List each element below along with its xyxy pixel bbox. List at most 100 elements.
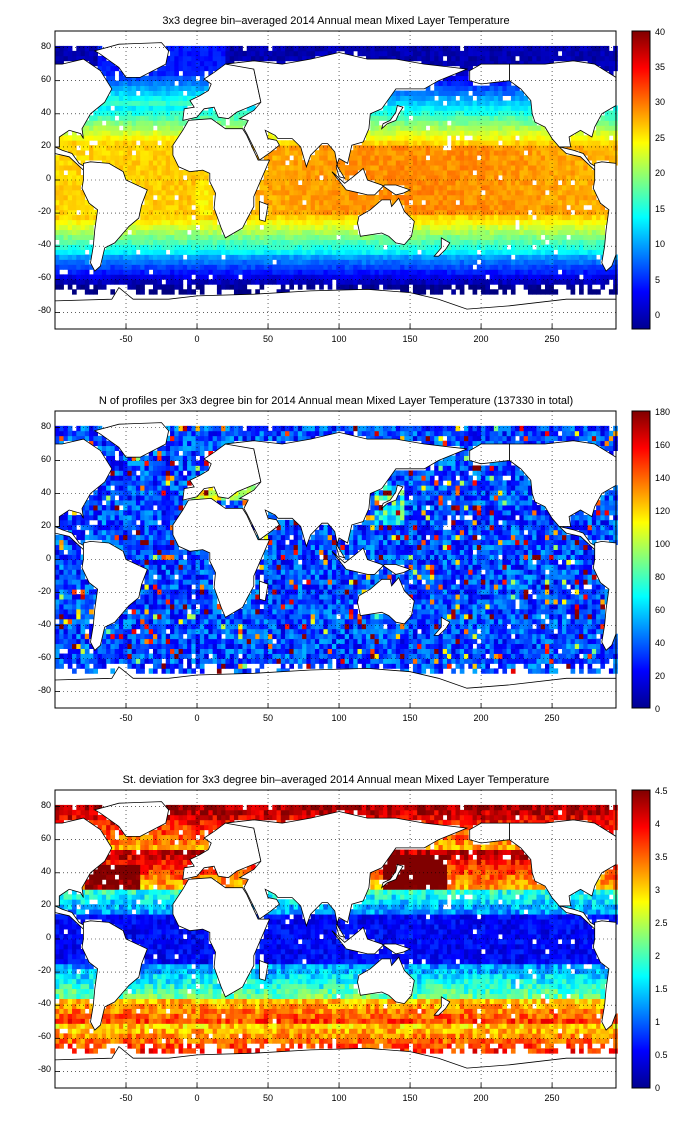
heatmap-cell [408, 125, 414, 131]
heatmap-cell [67, 224, 73, 231]
heatmap-cell [144, 214, 150, 221]
heatmap-cell [204, 60, 209, 67]
heatmap-cell [387, 249, 392, 255]
heatmap-cell [502, 130, 508, 136]
heatmap-cell [459, 224, 465, 231]
heatmap-cell [289, 204, 294, 211]
heatmap-cell [438, 55, 444, 62]
heatmap-cell [131, 279, 137, 285]
heatmap-cell [361, 244, 367, 250]
heatmap-cell [464, 150, 469, 156]
heatmap-cell [204, 175, 209, 181]
heatmap-cell [72, 264, 77, 270]
heatmap-cell [293, 224, 299, 231]
heatmap-cell [55, 628, 60, 635]
heatmap-cell [498, 155, 503, 161]
heatmap-cell [165, 65, 171, 72]
heatmap-cell [395, 274, 401, 280]
heatmap-cell [434, 100, 439, 106]
heatmap-cell [476, 274, 482, 280]
heatmap-cell [221, 249, 226, 255]
heatmap-cell [63, 584, 69, 590]
heatmap-cell [553, 259, 559, 265]
heatmap-cell [412, 140, 418, 146]
heatmap-cell [148, 274, 154, 280]
heatmap-cell [72, 180, 77, 186]
heatmap-cell [421, 115, 427, 121]
heatmap-cell [110, 628, 116, 635]
heatmap-cell [383, 269, 388, 275]
heatmap-cell [272, 249, 277, 255]
heatmap-cell [540, 55, 546, 62]
heatmap-cell [549, 175, 554, 181]
heatmap-cell [153, 259, 158, 265]
heatmap-cell [106, 658, 111, 664]
heatmap-cell [400, 279, 405, 285]
heatmap-cell [515, 269, 520, 275]
heatmap-cell [191, 289, 196, 295]
heatmap-cell [498, 50, 503, 57]
heatmap-cell [187, 289, 192, 295]
heatmap-cell [195, 244, 201, 250]
heatmap-cell [442, 209, 448, 216]
heatmap-cell [140, 269, 145, 275]
panel-1-grid [55, 31, 616, 329]
heatmap-cell [570, 45, 576, 52]
heatmap-cell [59, 209, 64, 216]
heatmap-cell [63, 204, 69, 211]
heatmap-cell [464, 239, 469, 245]
heatmap-cell [515, 160, 520, 166]
heatmap-cell [532, 160, 537, 166]
heatmap-cell [123, 269, 128, 275]
heatmap-cell [157, 115, 162, 121]
heatmap-cell [84, 500, 90, 506]
heatmap-cell [216, 264, 222, 270]
heatmap-cell [161, 130, 167, 136]
heatmap-cell [306, 180, 312, 186]
heatmap-cell [596, 289, 601, 295]
heatmap-cell [438, 150, 444, 156]
heatmap-cell [506, 50, 512, 57]
heatmap-cell [489, 145, 495, 151]
heatmap-cell [80, 150, 86, 156]
heatmap-cell [455, 125, 461, 131]
heatmap-cell [613, 274, 618, 280]
heatmap-cell [293, 150, 299, 156]
heatmap-cell [438, 229, 444, 236]
heatmap-cell [323, 184, 329, 191]
heatmap-cell [293, 140, 299, 146]
heatmap-cell [140, 120, 145, 126]
heatmap-cell [89, 613, 94, 620]
heatmap-cell [468, 45, 473, 52]
heatmap-cell [383, 234, 388, 240]
heatmap-cell [297, 189, 303, 196]
heatmap-cell [76, 594, 81, 600]
heatmap-cell [242, 234, 248, 240]
heatmap-cell [515, 125, 520, 131]
panel-1-colorbar: 40 35 30 25 20 15 10 5 0 [631, 27, 665, 330]
heatmap-cell [489, 249, 495, 255]
heatmap-cell [135, 150, 141, 156]
heatmap-cell [481, 160, 486, 166]
heatmap-cell [587, 180, 593, 186]
heatmap-cell [412, 244, 418, 250]
heatmap-cell [591, 204, 597, 211]
heatmap-cell [276, 229, 282, 236]
heatmap-cell [434, 289, 439, 295]
heatmap-cell [187, 55, 192, 62]
heatmap-cell [408, 244, 414, 250]
heatmap-cell [438, 194, 444, 201]
heatmap-cell [272, 180, 277, 186]
heatmap-cell [570, 189, 576, 196]
heatmap-cell [76, 284, 81, 290]
heatmap-cell [370, 155, 375, 161]
heatmap-cell [374, 180, 380, 186]
heatmap-cell [327, 204, 333, 211]
heatmap-cell [187, 170, 192, 176]
heatmap-cell [472, 254, 478, 260]
heatmap-cell [157, 224, 162, 231]
heatmap-cell [378, 170, 384, 176]
heatmap-cell [310, 259, 316, 265]
heatmap-cell [459, 180, 465, 186]
heatmap-cell [63, 135, 69, 141]
